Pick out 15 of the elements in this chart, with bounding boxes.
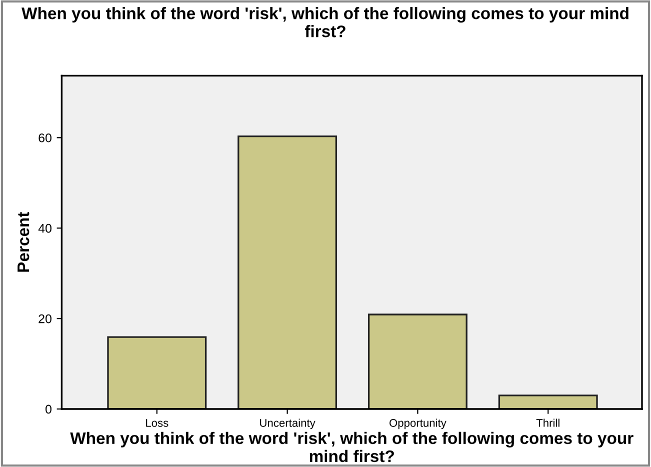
bar (498, 394, 598, 409)
x-axis-title: When you think of the word 'risk', which of the following comes to your mind first? (70, 432, 634, 462)
bar (368, 314, 468, 409)
y-axis-title: Percent (18, 212, 30, 272)
y-tick-label: 60 (38, 133, 52, 142)
y-tick-label: 20 (38, 314, 52, 324)
chart-title: When you think of the word 'risk', which of the following comes to your mind first? (22, 7, 628, 38)
bar (107, 336, 207, 409)
x-tick-label: Loss (146, 419, 168, 427)
y-tick-label: 40 (38, 224, 52, 233)
y-tick-label: 0 (46, 404, 52, 414)
bar (238, 135, 338, 409)
x-tick-label: Thrill (536, 418, 560, 427)
x-tick-label: Opportunity (390, 418, 446, 430)
x-tick-label: Uncertainty (260, 418, 316, 430)
